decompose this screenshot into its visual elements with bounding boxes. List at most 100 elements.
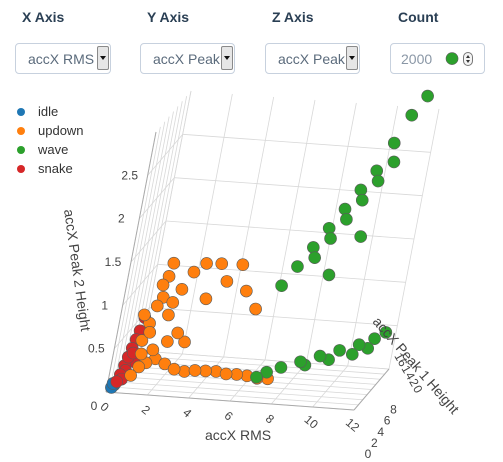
scatter-point-updown[interactable] — [143, 326, 157, 339]
scatter-point-wave[interactable] — [345, 348, 359, 361]
z-axis-select[interactable]: accX Peak — [265, 43, 360, 74]
y-tick-label: 6 — [384, 414, 391, 428]
z-tick-label: 0.5 — [88, 342, 105, 356]
scatter-point-wave[interactable] — [274, 361, 288, 374]
scatter-point-updown[interactable] — [236, 258, 250, 271]
x-axis-line — [105, 391, 355, 411]
scatter-point-wave[interactable] — [368, 332, 381, 345]
count-input-value: 2000 — [401, 51, 433, 67]
z-axis-label: Z Axis — [272, 9, 314, 25]
y-axis-title: accX Peak 1 Height — [370, 313, 463, 416]
scatter-point-updown[interactable] — [249, 302, 262, 316]
x-tick-label: 12 — [343, 415, 362, 435]
gridline — [140, 90, 192, 352]
y-axis-select-value: accX Peak — [153, 51, 220, 67]
x-tick-label: 2 — [139, 402, 153, 417]
spinner-icon[interactable] — [463, 52, 473, 66]
x-tick-label: 6 — [222, 408, 236, 423]
scatter-point-wave[interactable] — [371, 174, 385, 188]
scatter-point-updown[interactable] — [138, 308, 151, 322]
scatter-point-wave[interactable] — [387, 155, 401, 169]
legend-marker-icon — [17, 108, 25, 116]
scatter-point-wave[interactable] — [260, 365, 273, 379]
z-axis-line — [105, 131, 157, 393]
scatter-point-wave[interactable] — [445, 52, 459, 65]
scatter-point-updown[interactable] — [134, 347, 148, 361]
legend-label: updown — [38, 123, 84, 138]
scatter-point-updown[interactable] — [230, 368, 243, 381]
x-axis-title: accX RMS — [205, 427, 271, 443]
scatter-point-updown[interactable] — [199, 364, 212, 378]
scatter-point-updown[interactable] — [162, 270, 176, 283]
z-tick-label: 0 — [91, 399, 98, 413]
scatter-point-wave[interactable] — [308, 251, 321, 264]
scatter-point-wave[interactable] — [250, 370, 263, 384]
scatter-point-updown[interactable] — [156, 278, 170, 292]
scatter-point-updown[interactable] — [200, 257, 213, 270]
scatter-point-updown[interactable] — [188, 364, 202, 377]
y-axis-label: Y Axis — [147, 9, 190, 25]
chevron-down-icon[interactable] — [97, 46, 109, 70]
scatter-point-wave[interactable] — [291, 260, 304, 273]
scatter-point-updown[interactable] — [135, 334, 149, 347]
y-axis-select[interactable]: accX Peak — [140, 43, 235, 74]
scatter-point-updown[interactable] — [167, 256, 181, 270]
marks-layer — [105, 52, 459, 394]
scatter-point-updown[interactable] — [166, 296, 180, 309]
x-tick-label: 10 — [302, 412, 321, 432]
x-axis-select[interactable]: accX RMS — [15, 43, 111, 74]
scatter-point-updown[interactable] — [215, 257, 229, 270]
scatter-point-wave[interactable] — [421, 89, 434, 103]
legend-marker-icon — [17, 146, 25, 154]
scatter-point-updown[interactable] — [132, 360, 146, 374]
gridline — [140, 350, 390, 370]
scatter-point-updown[interactable] — [187, 265, 201, 279]
scatter-point-wave[interactable] — [387, 136, 401, 150]
z-tick-label: 1.5 — [105, 255, 122, 269]
scatter-point-updown[interactable] — [150, 299, 164, 313]
scatter-point-updown[interactable] — [220, 275, 234, 288]
x-axis-label: X Axis — [22, 9, 65, 25]
scatter-point-wave[interactable] — [275, 279, 288, 292]
scatter-point-updown[interactable] — [175, 283, 189, 296]
legend-marker-icon — [17, 127, 25, 135]
scatter-point-updown[interactable] — [240, 284, 253, 298]
chevron-down-icon[interactable] — [221, 46, 233, 70]
count-input[interactable]: 2000 — [390, 43, 485, 74]
scatter-point-wave[interactable] — [354, 230, 367, 243]
gridline — [165, 220, 415, 240]
scatter-point-wave[interactable] — [324, 232, 337, 245]
scatter-point-updown[interactable] — [171, 326, 185, 340]
gridline — [114, 121, 166, 382]
scatter-point-updown[interactable] — [178, 365, 191, 378]
chevron-down-icon[interactable] — [346, 46, 358, 70]
scatter-point-wave[interactable] — [405, 108, 419, 122]
scatter-point-wave[interactable] — [355, 193, 369, 207]
scatter-point-wave[interactable] — [313, 349, 327, 363]
scatter-point-updown[interactable] — [124, 369, 137, 382]
y-tick-label: 2 — [371, 436, 378, 450]
x-tick-label: 8 — [263, 411, 277, 426]
gridline — [182, 133, 431, 153]
scatter-point-updown[interactable] — [167, 362, 181, 376]
count-label: Count — [398, 9, 439, 25]
scatter-point-updown[interactable] — [161, 335, 174, 348]
scatter-point-updown[interactable] — [146, 343, 160, 357]
scatter-point-updown[interactable] — [178, 335, 191, 349]
y-axis-line — [353, 368, 390, 411]
scatter-point-updown[interactable] — [219, 367, 233, 381]
scatter-point-wave[interactable] — [340, 213, 353, 226]
z-tick-label: 2 — [118, 212, 125, 226]
scatter-point-wave[interactable] — [333, 344, 346, 357]
scatter-point-wave[interactable] — [294, 355, 307, 369]
scatter-point-updown[interactable] — [162, 308, 175, 322]
gridline — [110, 386, 359, 406]
scatter-point-wave[interactable] — [322, 268, 336, 282]
scatter-point-wave[interactable] — [379, 326, 393, 339]
scatter-point-updown[interactable] — [199, 292, 213, 306]
scatter-point-wave[interactable] — [352, 338, 366, 351]
y-tick-label: 0 — [365, 447, 372, 461]
scatter-point-snake[interactable] — [110, 375, 124, 388]
legend-label: snake — [38, 161, 73, 176]
